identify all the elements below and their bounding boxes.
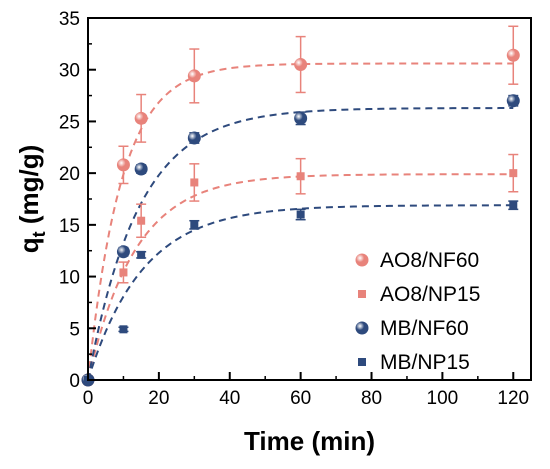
x-tick-label: 0 — [83, 388, 94, 409]
y-tick-label: 0 — [69, 371, 80, 392]
x-tick-label: 80 — [361, 388, 382, 409]
x-tick-label: 60 — [290, 388, 311, 409]
legend-label: AO8/NF60 — [380, 249, 479, 272]
x-tick-label: 100 — [427, 388, 459, 409]
fit-curve — [87, 107, 514, 381]
legend-marker — [358, 358, 366, 366]
data-point — [137, 216, 146, 225]
data-point — [506, 94, 520, 108]
y-tick-label: 15 — [59, 216, 80, 237]
y-tick-label: 30 — [59, 61, 80, 82]
data-point — [190, 220, 199, 229]
data-point — [506, 48, 520, 62]
data-point — [119, 268, 128, 277]
data-point — [116, 158, 130, 172]
y-tick-label: 35 — [59, 9, 80, 30]
x-tick-label: 40 — [219, 388, 240, 409]
data-point — [134, 111, 148, 125]
data-point — [119, 325, 128, 334]
x-tick-label: 120 — [497, 388, 529, 409]
data-point — [296, 210, 305, 219]
data-point — [509, 201, 518, 210]
y-axis-title-subscript: t — [29, 231, 49, 237]
x-tick-label: 20 — [148, 388, 169, 409]
x-axis-title: Time (min) — [244, 426, 375, 456]
data-point — [509, 169, 518, 178]
y-axis-title: qt (mg/g) — [14, 145, 49, 254]
y-tick-label: 5 — [69, 319, 80, 340]
y-axis-title-units: (mg/g) — [14, 145, 44, 232]
legend: AO8/NF60 AO8/NP15 MB/NF60 MB/NP15 — [355, 249, 480, 374]
legend-marker — [358, 290, 366, 298]
fit-curve — [87, 204, 514, 381]
axis-ticks: 0 20 40 60 80 100 120 0 5 10 15 20 25 30 35 — [59, 9, 529, 409]
legend-label: MB/NF60 — [380, 317, 469, 340]
data-point — [294, 111, 308, 125]
legend-marker — [355, 253, 369, 267]
data-point — [294, 58, 308, 72]
data-point — [137, 250, 146, 259]
legend-label: MB/NP15 — [380, 351, 470, 374]
data-point — [190, 178, 199, 187]
fit-curve — [87, 62, 514, 381]
y-tick-label: 20 — [59, 164, 80, 185]
y-tick-label: 25 — [59, 112, 80, 133]
y-tick-label: 10 — [59, 268, 80, 289]
legend-label: AO8/NP15 — [380, 283, 480, 306]
data-point — [116, 245, 130, 259]
legend-marker — [355, 321, 369, 335]
data-point — [187, 131, 201, 145]
data-point — [134, 162, 148, 176]
data-point — [296, 172, 305, 181]
data-point — [187, 69, 201, 83]
y-axis-title-main: q — [14, 237, 44, 253]
